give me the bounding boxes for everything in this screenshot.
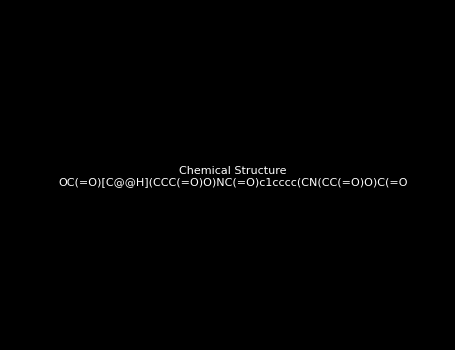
Text: Chemical Structure
OC(=O)[C@@H](CCC(=O)O)NC(=O)c1cccc(CN(CC(=O)O)C(=O: Chemical Structure OC(=O)[C@@H](CCC(=O)O…	[58, 166, 408, 188]
